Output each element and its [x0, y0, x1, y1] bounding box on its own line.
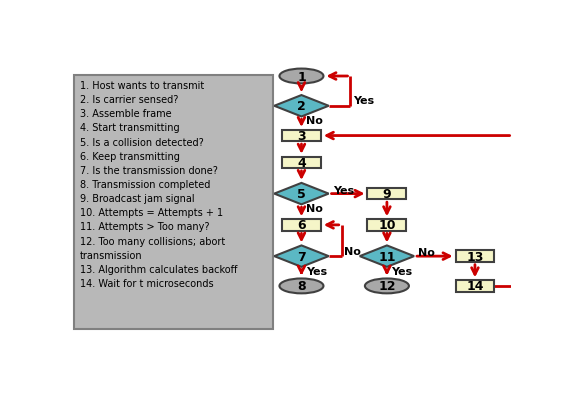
Polygon shape	[360, 246, 414, 267]
Text: 2: 2	[297, 100, 306, 113]
Text: No: No	[344, 246, 361, 256]
Text: 5: 5	[297, 188, 306, 200]
FancyBboxPatch shape	[282, 220, 321, 231]
FancyBboxPatch shape	[74, 75, 273, 329]
FancyBboxPatch shape	[282, 157, 321, 168]
FancyBboxPatch shape	[367, 188, 406, 200]
Text: 13: 13	[466, 250, 483, 263]
Ellipse shape	[279, 279, 323, 294]
Text: 3: 3	[297, 130, 306, 143]
Text: 12: 12	[378, 280, 396, 293]
Text: No: No	[306, 204, 323, 214]
Text: 10: 10	[378, 219, 396, 232]
Text: 8: 8	[297, 280, 306, 293]
Text: Yes: Yes	[306, 266, 327, 276]
Ellipse shape	[279, 69, 323, 84]
FancyBboxPatch shape	[367, 220, 406, 231]
Text: 1: 1	[297, 70, 306, 83]
Polygon shape	[274, 96, 329, 117]
Text: 9: 9	[383, 188, 391, 200]
FancyBboxPatch shape	[282, 130, 321, 142]
Text: 1. Host wants to transmit
2. Is carrier sensed?
3. Assemble frame
4. Start trans: 1. Host wants to transmit 2. Is carrier …	[80, 81, 237, 288]
Text: Yes: Yes	[391, 266, 412, 276]
Text: Yes: Yes	[333, 185, 354, 195]
FancyBboxPatch shape	[456, 251, 494, 262]
FancyBboxPatch shape	[456, 281, 494, 292]
Text: 6: 6	[297, 219, 306, 232]
Text: 7: 7	[297, 250, 306, 263]
Polygon shape	[274, 183, 329, 205]
Text: 4: 4	[297, 156, 306, 169]
Text: 11: 11	[378, 250, 396, 263]
Text: 14: 14	[466, 280, 484, 293]
Text: No: No	[418, 247, 435, 258]
Ellipse shape	[365, 279, 409, 294]
Text: No: No	[306, 116, 323, 126]
Text: Yes: Yes	[353, 96, 375, 106]
Polygon shape	[274, 246, 329, 267]
